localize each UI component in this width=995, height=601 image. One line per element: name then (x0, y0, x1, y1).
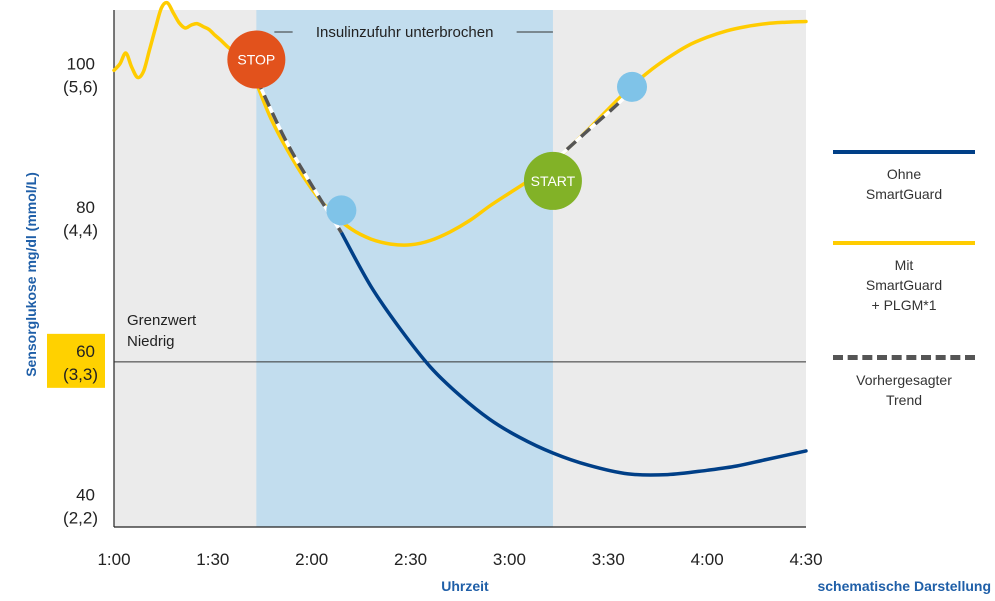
y-tick-sublabel: (3,3) (63, 365, 98, 384)
predicted-trend-line (254, 77, 343, 234)
legend-item-vorhergesagter-trend: Vorhergesagter Trend (833, 355, 975, 410)
insulin-suspend-band (256, 10, 553, 527)
y-axis-label: Sensorglukose mg/dl (mmol/L) (23, 172, 39, 377)
marker-label: STOP (237, 52, 275, 68)
y-tick-sublabel: (5,6) (63, 78, 98, 97)
marker-point (617, 71, 648, 102)
suspend-band-label: Insulinzufuhr unterbrochen (316, 24, 494, 41)
y-tick-label: 40 (76, 485, 95, 504)
threshold-label: Grenzwert (127, 312, 197, 329)
legend-swatch-dashed (833, 355, 975, 360)
y-tick-label: 100 (67, 55, 95, 74)
series-line-ohne-smartguard (339, 230, 808, 477)
legend-label: Ohne SmartGuard (865, 166, 943, 202)
x-tick-label: 2:30 (394, 550, 427, 569)
legend-label: Vorhergesagter Trend (856, 372, 952, 408)
x-tick-label: 4:00 (691, 550, 724, 569)
marker-stop (227, 30, 286, 89)
marker-point (326, 195, 357, 226)
legend-swatch-blue (833, 150, 975, 154)
marker-label: START (531, 173, 576, 189)
x-tick-label: 3:00 (493, 550, 526, 569)
x-tick-label: 1:30 (196, 550, 229, 569)
x-axis-label: Uhrzeit (441, 578, 489, 594)
y-tick-highlight (47, 333, 105, 388)
legend-item-mit-smartguard: Mit SmartGuard + PLGM*1 (833, 241, 975, 315)
x-tick-label: 1:00 (97, 550, 130, 569)
threshold-label: Niedrig (127, 333, 175, 350)
x-tick-label: 3:30 (592, 550, 625, 569)
y-tick-label: 80 (76, 198, 95, 217)
legend-swatch-yellow (833, 241, 975, 245)
legend-label: Mit SmartGuard + PLGM*1 (865, 257, 943, 313)
x-tick-label: 4:30 (789, 550, 822, 569)
marker-start (523, 151, 582, 210)
x-tick-label: 2:00 (295, 550, 328, 569)
y-tick-label: 60 (76, 342, 95, 361)
legend-item-ohne-smartguard: Ohne SmartGuard (833, 150, 975, 204)
y-tick-sublabel: (4,4) (63, 221, 98, 240)
footnote-schematic: schematische Darstellung (817, 578, 991, 594)
y-tick-sublabel: (2,2) (63, 508, 98, 527)
